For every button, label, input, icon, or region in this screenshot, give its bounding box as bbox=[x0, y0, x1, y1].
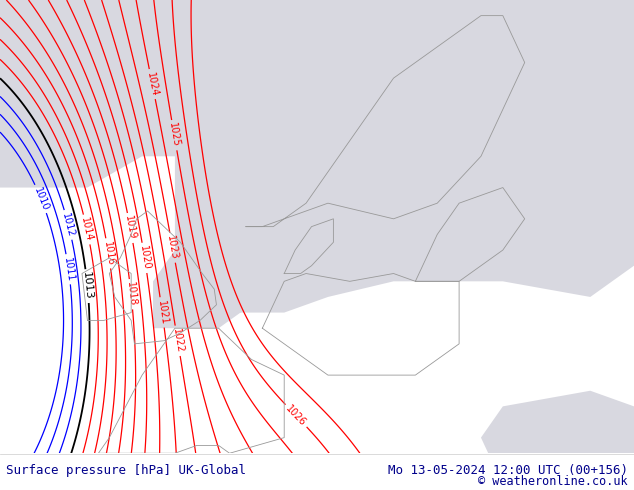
Text: 1025: 1025 bbox=[167, 122, 181, 148]
Polygon shape bbox=[175, 0, 634, 313]
Text: 1018: 1018 bbox=[125, 282, 138, 307]
Text: 1019: 1019 bbox=[123, 215, 138, 241]
Text: 1026: 1026 bbox=[284, 403, 308, 428]
Text: 1020: 1020 bbox=[138, 245, 152, 271]
Text: 1023: 1023 bbox=[165, 235, 179, 261]
Text: 1021: 1021 bbox=[155, 299, 169, 325]
Text: © weatheronline.co.uk: © weatheronline.co.uk bbox=[478, 475, 628, 488]
Text: 1014: 1014 bbox=[79, 217, 94, 243]
Polygon shape bbox=[306, 109, 525, 281]
Text: Surface pressure [hPa] UK-Global: Surface pressure [hPa] UK-Global bbox=[6, 464, 247, 477]
Text: 1013: 1013 bbox=[81, 271, 94, 300]
Text: 1016: 1016 bbox=[101, 241, 115, 266]
Text: Mo 13-05-2024 12:00 UTC (00+156): Mo 13-05-2024 12:00 UTC (00+156) bbox=[387, 464, 628, 477]
Text: 1024: 1024 bbox=[145, 71, 160, 97]
Text: 1011: 1011 bbox=[61, 256, 75, 282]
Polygon shape bbox=[394, 94, 481, 219]
Text: 1010: 1010 bbox=[32, 186, 50, 212]
Text: 1022: 1022 bbox=[171, 328, 184, 354]
Text: 1012: 1012 bbox=[60, 212, 76, 238]
Polygon shape bbox=[481, 391, 634, 485]
Polygon shape bbox=[153, 156, 306, 328]
Polygon shape bbox=[0, 0, 284, 188]
